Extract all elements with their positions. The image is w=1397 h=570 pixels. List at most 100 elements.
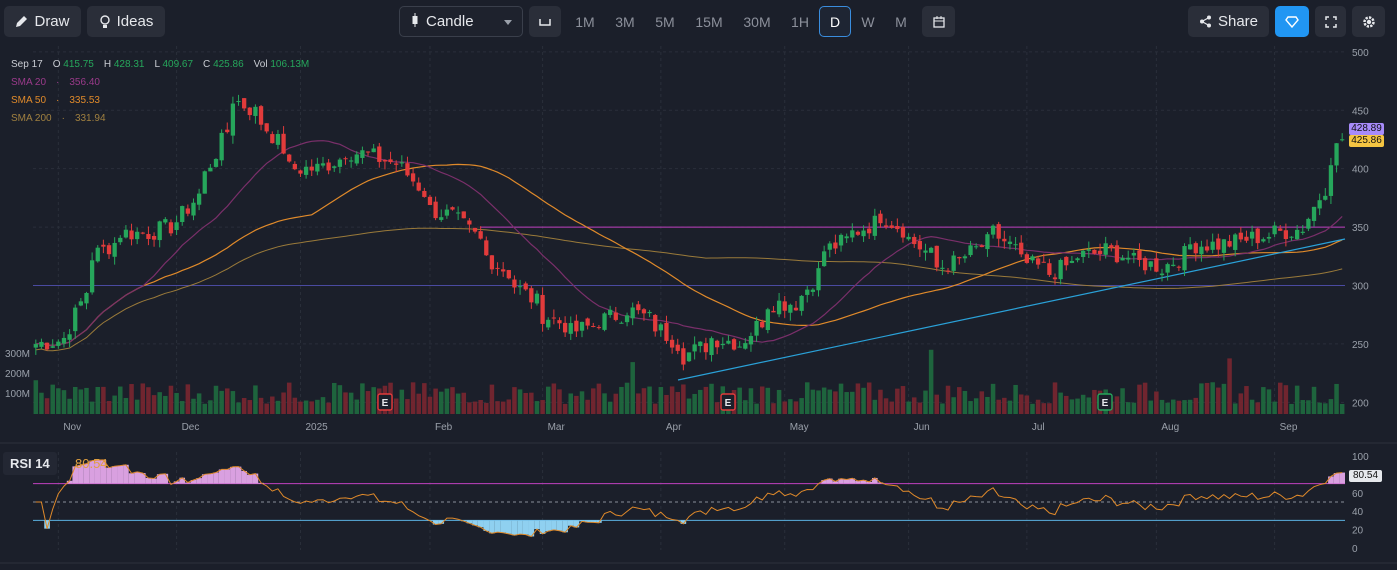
rsi-label[interactable]: RSI 14: [3, 452, 57, 475]
candle-body: [1120, 257, 1125, 261]
candle-body: [1283, 230, 1289, 240]
candle-body: [895, 225, 900, 230]
volume-bar: [202, 403, 207, 414]
date-range-button[interactable]: [922, 6, 955, 37]
draw-label: Draw: [34, 13, 70, 30]
volume-bar: [585, 399, 590, 414]
ideas-button[interactable]: Ideas: [87, 6, 165, 37]
volume-bar: [664, 394, 669, 414]
interval-1h[interactable]: 1H: [791, 13, 809, 30]
volume-bar: [78, 389, 84, 414]
volume-bar: [275, 400, 281, 414]
interval-m[interactable]: M: [895, 13, 907, 30]
chart-type-select[interactable]: Candle: [399, 6, 523, 37]
volume-bar: [793, 401, 799, 414]
volume-bar: [816, 390, 821, 414]
ideas-label: Ideas: [116, 13, 154, 30]
volume-bar: [365, 391, 371, 414]
candle-body: [529, 288, 534, 303]
volume-bar: [647, 386, 652, 414]
volume-bar: [551, 383, 557, 414]
candle-body: [872, 215, 877, 236]
candle-body: [743, 343, 748, 349]
volume-bar: [1199, 383, 1204, 414]
candle-body: [315, 163, 320, 172]
volume-bar: [72, 386, 78, 414]
volume-tick-label: 200M: [5, 369, 30, 380]
candle-body: [67, 334, 72, 340]
volume-bar: [230, 391, 236, 414]
candle-body: [822, 251, 827, 267]
volume-bar: [686, 398, 692, 414]
volume-bar: [1193, 397, 1199, 414]
candle-body: [258, 106, 264, 125]
interval-d[interactable]: D: [819, 6, 851, 37]
rsi-tick-label: 40: [1352, 507, 1364, 518]
candle-body: [1154, 258, 1159, 272]
volume-bar: [427, 396, 433, 414]
settings-button[interactable]: [1352, 6, 1385, 37]
candle-body: [1323, 195, 1328, 200]
volume-bar: [506, 399, 512, 414]
y-tick-label: 450: [1352, 106, 1369, 117]
volume-bar: [410, 382, 416, 414]
candle-body: [118, 237, 123, 243]
candle-body: [557, 320, 562, 324]
volume-bar: [416, 393, 421, 414]
candle-body: [827, 243, 832, 250]
candle-body: [146, 234, 151, 239]
interval-w[interactable]: W: [861, 13, 875, 30]
volume-bar: [253, 385, 258, 414]
candle-body: [484, 240, 489, 256]
candle-body: [1311, 206, 1317, 221]
candle-body: [681, 348, 686, 365]
fullscreen-button[interactable]: [1315, 6, 1346, 37]
candle-body: [275, 133, 281, 145]
candle-body: [838, 234, 844, 246]
volume-bar: [1272, 401, 1277, 414]
volume-bar: [1255, 402, 1260, 414]
rsi-tick-label: 20: [1352, 526, 1364, 537]
candle-icon: [412, 12, 418, 31]
rsi-tick-label: 60: [1352, 489, 1364, 500]
volume-bar: [286, 382, 292, 414]
interval-3m[interactable]: 3M: [615, 13, 635, 30]
volume-bar: [1187, 399, 1193, 414]
candle-body: [455, 212, 461, 214]
candle-body: [889, 225, 894, 228]
volume-bar: [776, 389, 782, 414]
candle-body: [422, 190, 427, 197]
candle-body: [478, 231, 483, 239]
candle-body: [270, 134, 275, 144]
volume-bar: [872, 399, 878, 414]
volume-bar: [208, 400, 213, 414]
volume-bar: [782, 401, 787, 414]
volume-bar: [957, 387, 962, 414]
legend-close: 425.86: [213, 58, 244, 70]
volume-bar: [1165, 402, 1170, 414]
interval-15m[interactable]: 15M: [695, 13, 723, 30]
volume-bar: [500, 401, 506, 414]
volume-bar: [878, 389, 883, 414]
volume-bar: [833, 391, 838, 414]
bar-type-button[interactable]: [529, 6, 561, 37]
candle-body: [1058, 259, 1063, 280]
volume-bar: [1289, 403, 1294, 414]
candle-body: [191, 202, 196, 216]
volume-bar: [534, 401, 540, 414]
volume-bar: [1092, 389, 1097, 414]
premium-button[interactable]: [1275, 6, 1309, 37]
draw-button[interactable]: Draw: [4, 6, 81, 37]
candle-body: [703, 343, 709, 353]
volume-bar: [1294, 385, 1300, 414]
volume-bar: [112, 395, 117, 414]
interval-5m[interactable]: 5M: [655, 13, 675, 30]
volume-bar: [681, 384, 686, 414]
interval-1m[interactable]: 1M: [575, 13, 595, 30]
earnings-marker: [1097, 393, 1113, 411]
share-button[interactable]: Share: [1188, 6, 1269, 37]
volume-bar: [748, 388, 754, 414]
interval-30m[interactable]: 30M: [743, 13, 771, 30]
volume-bar: [579, 391, 585, 414]
